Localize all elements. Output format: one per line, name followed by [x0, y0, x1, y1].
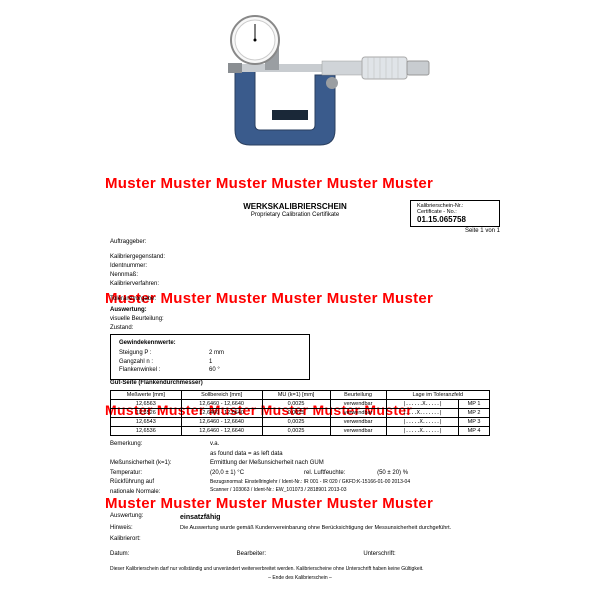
cert-number: 01.15.065758 — [417, 215, 493, 224]
measurement-table: Meßwerte [mm] Sollbereich [mm] MU (k=1) … — [110, 390, 490, 436]
notes-section: Bemerkung:v.a.as found data = as left da… — [110, 440, 490, 498]
th-sollbereich: Sollbereich [mm] — [181, 391, 262, 400]
result-hinweis-value: Die Auswertung wurde gemäß Kundenvereinb… — [180, 524, 490, 534]
meta-nennmass: Nennmaß: — [110, 271, 165, 280]
note-trace-label-2: nationale Normale: — [110, 489, 160, 495]
table-row: 12,656312,6460 - 12,66400,0025verwendbar… — [111, 400, 490, 409]
eval-title: Auswertung: — [110, 306, 164, 315]
table-row: 12,654312,6460 - 12,66400,0025verwendbar… — [111, 418, 490, 427]
meta-ident: Identnummer: — [110, 262, 165, 271]
note-trace-label-1: Rückführung auf — [110, 479, 154, 485]
table-header-row: Meßwerte [mm] Sollbereich [mm] MU (k=1) … — [111, 391, 490, 400]
sig-bearbeiter: Bearbeiter: — [237, 550, 364, 560]
title-main: WERKSKALIBRIERSCHEIN — [210, 202, 380, 211]
table-row: 12,652612,6460 - 12,66400,0025verwendbar… — [111, 409, 490, 418]
footer-line-1: Dieser Kalibrierschein darf nur vollstän… — [110, 566, 490, 573]
meta-gegenstand: Kalibriergegenstand: — [110, 253, 165, 262]
note-trace-value-1: Bezugsnormal: Einstellringlehr / Ident-N… — [210, 479, 410, 485]
document-title: WERKSKALIBRIERSCHEIN Proprietary Calibra… — [210, 202, 380, 218]
result-hinweis-label: Hinweis: — [110, 524, 180, 534]
footer-line-2: – Ende des Kalibrierschein – — [110, 575, 490, 582]
certificate-number-box: Kalibrierschein-Nr.: Certificate - No.: … — [410, 200, 500, 227]
th-mu: MU (k=1) [mm] — [262, 391, 330, 400]
note-temp-value: (20,0 ± 1) °C — [210, 470, 244, 476]
meta-verfahren: Kalibrierverfahren: — [110, 280, 165, 289]
table-row: 12,653612,6460 - 12,66400,0025verwendbar… — [111, 427, 490, 436]
title-sub: Proprietary Calibration Certifikate — [210, 212, 380, 218]
note-mu-label: Meßunsicherheit (k=1): — [110, 459, 210, 469]
note-temp-label: Temperatur: — [110, 469, 210, 479]
result-section: Auswertung:einsatzfähig Hinweis:Die Ausw… — [110, 512, 490, 560]
eval-zustand: Zustand: — [110, 324, 164, 333]
result-ort-label: Kalibrierort: — [110, 535, 180, 545]
note-humidity-label: rel. Luftfeuchte: — [304, 470, 345, 476]
thread-angle-value: 60 ° — [209, 366, 220, 374]
evaluation-section: Auswertung: visuelle Beurteilung: Zustan… — [110, 306, 164, 333]
thread-starts-label: Gangzahl n : — [119, 358, 209, 366]
note-humidity-value: (50 ± 20) % — [377, 470, 408, 476]
sig-unterschrift: Unterschrift: — [363, 550, 490, 560]
th-beurteilung: Beurteilung — [330, 391, 386, 400]
note-trace-value-2: Scanner / 103063 / Ident-Nr.: EW_101073 … — [210, 487, 347, 493]
thread-pitch-value: 2 mm — [209, 349, 224, 357]
product-image — [140, 15, 450, 155]
thread-parameters-box: Gewindekennwerte: Steigung P :2 mm Gangz… — [110, 334, 310, 380]
thread-pitch-label: Steigung P : — [119, 349, 209, 357]
th-lage: Lage im Toleranzfeld — [386, 391, 489, 400]
result-auswertung-label: Auswertung: — [110, 512, 180, 523]
thread-angle-label: Flankenwinkel : — [119, 366, 209, 374]
page-info: Seite 1 von 1 — [465, 228, 500, 234]
table-title: Gut-Seite (Flankendurchmesser) — [110, 380, 203, 386]
result-auswertung-value: einsatzfähig — [180, 512, 490, 523]
th-messwerte: Meßwerte [mm] — [111, 391, 182, 400]
watermark-1: Muster Muster Muster Muster Muster Muste… — [105, 175, 433, 192]
note-mu-value: Ermittlung der Meßunsicherheit nach GUM — [210, 459, 490, 469]
thread-starts-value: 1 — [209, 358, 212, 366]
note-bemerkung-label: Bemerkung: — [110, 440, 210, 459]
thread-header: Gewindekennwerte: — [119, 339, 301, 347]
meta-section: Auftraggeber: Kalibriergegenstand: Ident… — [110, 238, 165, 304]
footer-note: Dieser Kalibrierschein darf nur vollstän… — [110, 566, 490, 581]
meta-auftraggeber: Auftraggeber: — [110, 238, 165, 247]
meta-toleranz: Toleranzvorgabe: — [110, 295, 165, 304]
eval-visual: visuelle Beurteilung: — [110, 315, 164, 324]
signature-row: Datum: Bearbeiter: Unterschrift: — [110, 550, 490, 560]
sig-datum: Datum: — [110, 550, 237, 560]
